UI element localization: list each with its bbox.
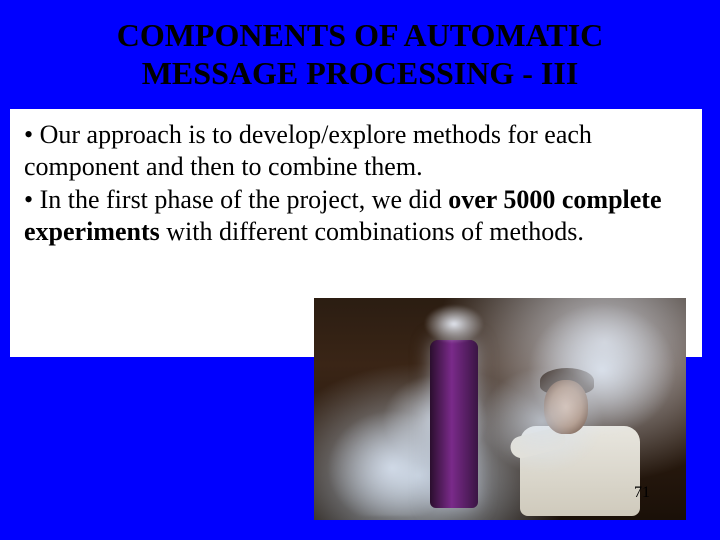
bullet-2-seg-2: with different combinations of methods. <box>160 217 584 246</box>
bullet-1: • Our approach is to develop/explore met… <box>24 119 684 184</box>
bullet-2: • In the first phase of the project, we … <box>24 184 684 249</box>
purple-cylinder-icon <box>430 340 478 508</box>
title-line-2: MESSAGE PROCESSING - III <box>142 55 579 91</box>
bullet-1-text: • Our approach is to develop/explore met… <box>24 120 592 182</box>
vapor-right <box>482 302 682 472</box>
title-line-1: COMPONENTS OF AUTOMATIC <box>117 17 604 53</box>
slide-title: COMPONENTS OF AUTOMATIC MESSAGE PROCESSI… <box>0 0 720 109</box>
page-number: 71 <box>634 484 650 502</box>
bullet-2-seg-0: • In the first phase of the project, we … <box>24 185 448 214</box>
experiment-image: 71 <box>314 298 686 520</box>
